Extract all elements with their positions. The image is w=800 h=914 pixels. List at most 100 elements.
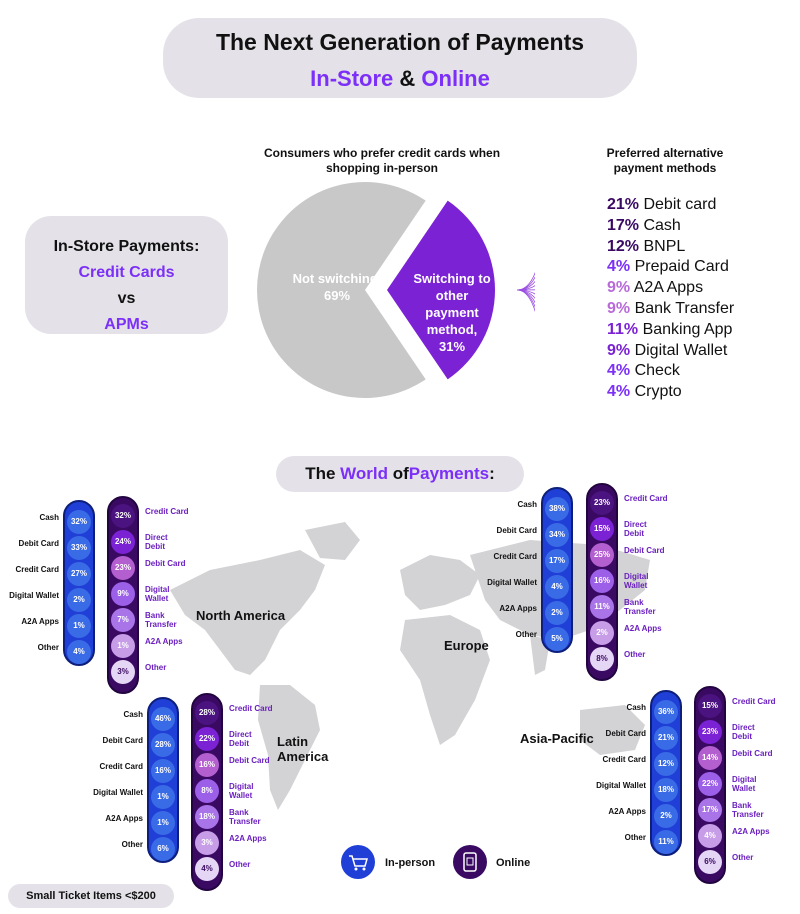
pie-label-not-switching: Not switching, 69% [282, 270, 392, 304]
online-value: 23% [590, 491, 614, 515]
title-banner: The Next Generation of Payments In-Store… [163, 18, 637, 98]
online-label: Bank Transfer [732, 801, 764, 819]
inperson-label: Credit Card [493, 552, 537, 561]
inperson-value: 27% [67, 562, 91, 586]
inperson-value: 5% [545, 627, 569, 651]
inperson-label: A2A Apps [21, 617, 59, 626]
inperson-icon [341, 845, 375, 879]
inperson-label: Cash [39, 513, 59, 522]
online-label: Debit Card [732, 749, 773, 758]
online-label: Debit Card [624, 546, 665, 555]
online-value: 8% [590, 647, 614, 671]
online-value: 4% [195, 857, 219, 881]
apm-label: Prepaid Card [630, 258, 729, 276]
inperson-label: Cash [626, 703, 646, 712]
online-icon [453, 845, 487, 879]
world-title-prefix: The [305, 464, 336, 483]
apm-label: Banking App [638, 320, 733, 338]
inperson-value: 17% [545, 549, 569, 573]
apm-row: 9% A2A Apps [607, 279, 703, 297]
pie-slice-label-1: Switching to other payment method, [413, 271, 491, 337]
apm-label: Debit card [639, 196, 717, 213]
map-australia [580, 705, 645, 755]
fan-line [516, 289, 535, 291]
apm-label: Cash [639, 216, 681, 234]
map-south-america [258, 685, 320, 810]
apm-value: 4% [607, 258, 631, 276]
online-label: Direct Debit [624, 520, 647, 538]
fan-line [516, 285, 535, 291]
subtitle-amp: & [399, 66, 416, 91]
instore-line2: Credit Cards [78, 264, 175, 281]
inperson-value: 2% [654, 804, 678, 828]
online-value: 14% [698, 746, 722, 770]
apm-label: Digital Wallet [630, 341, 728, 359]
inperson-value: 11% [654, 830, 678, 854]
inperson-value: 36% [654, 700, 678, 724]
inperson-label: Credit Card [99, 762, 143, 771]
online-label: Digital Wallet [229, 782, 254, 800]
pie-slice-value-1: 31% [438, 339, 466, 354]
fan-line [516, 289, 535, 308]
online-value: 11% [590, 595, 614, 619]
online-value: 17% [698, 798, 722, 822]
legend-online: Online [496, 857, 531, 869]
world-title: The World ofPayments: [276, 456, 524, 492]
inperson-value: 4% [545, 575, 569, 599]
online-label: A2A Apps [145, 637, 183, 646]
instore-box: In-Store Payments: Credit Cards vs APMs [25, 216, 228, 334]
apm-label: Crypto [630, 383, 682, 401]
online-value: 22% [698, 772, 722, 796]
online-value: 23% [698, 720, 722, 744]
instore-line1: In-Store Payments: [53, 238, 200, 255]
inperson-value: 4% [67, 640, 91, 664]
online-label: Debit Card [145, 559, 186, 568]
page-title: The Next Generation of Payments [215, 29, 585, 55]
online-label: Direct Debit [732, 723, 755, 741]
pie-slice-not-switching [257, 182, 426, 398]
online-label: Digital Wallet [145, 585, 170, 603]
inperson-label: A2A Apps [608, 807, 646, 816]
apm-row: 17% Cash [607, 217, 681, 235]
inperson-label: Cash [123, 710, 143, 719]
map-north-america [170, 550, 325, 675]
inperson-value: 18% [654, 778, 678, 802]
pie-title: Consumers who prefer credit cards when s… [263, 146, 501, 175]
online-label: Debit Card [229, 756, 270, 765]
inperson-label: Other [515, 630, 537, 639]
online-value: 18% [195, 805, 219, 829]
instore-line4: APMs [104, 316, 149, 333]
inperson-label: A2A Apps [499, 604, 537, 613]
online-label: A2A Apps [229, 834, 267, 843]
online-label: Digital Wallet [732, 775, 757, 793]
fan-line [516, 280, 535, 291]
legend-inperson: In-person [385, 857, 436, 869]
inperson-value: 2% [545, 601, 569, 625]
switching-pie-chart [257, 182, 535, 398]
online-label: Credit Card [145, 507, 189, 516]
online-value: 25% [590, 543, 614, 567]
apm-row: 9% Digital Wallet [607, 342, 727, 360]
inperson-label: Other [624, 833, 646, 842]
online-value: 22% [195, 727, 219, 751]
pie-slice-value-0: 69% [323, 288, 351, 303]
fan-line [516, 276, 535, 291]
inperson-label: Debit Card [18, 539, 59, 548]
inperson-value: 28% [151, 733, 175, 757]
inperson-label: Debit Card [496, 526, 537, 535]
inperson-value: 21% [654, 726, 678, 750]
inperson-value: 46% [151, 707, 175, 731]
fan-line [516, 289, 535, 295]
online-label: Bank Transfer [624, 598, 656, 616]
fan-line [516, 272, 535, 291]
online-value: 15% [590, 517, 614, 541]
online-value: 3% [195, 831, 219, 855]
online-label: A2A Apps [732, 827, 770, 836]
inperson-label: Credit Card [15, 565, 59, 574]
apm-label: BNPL [639, 237, 686, 255]
online-value: 7% [111, 608, 135, 632]
fan-line [516, 289, 535, 312]
apm-row: 11% Banking App [607, 321, 732, 339]
inperson-value: 1% [67, 614, 91, 638]
apm-value: 9% [607, 300, 631, 317]
